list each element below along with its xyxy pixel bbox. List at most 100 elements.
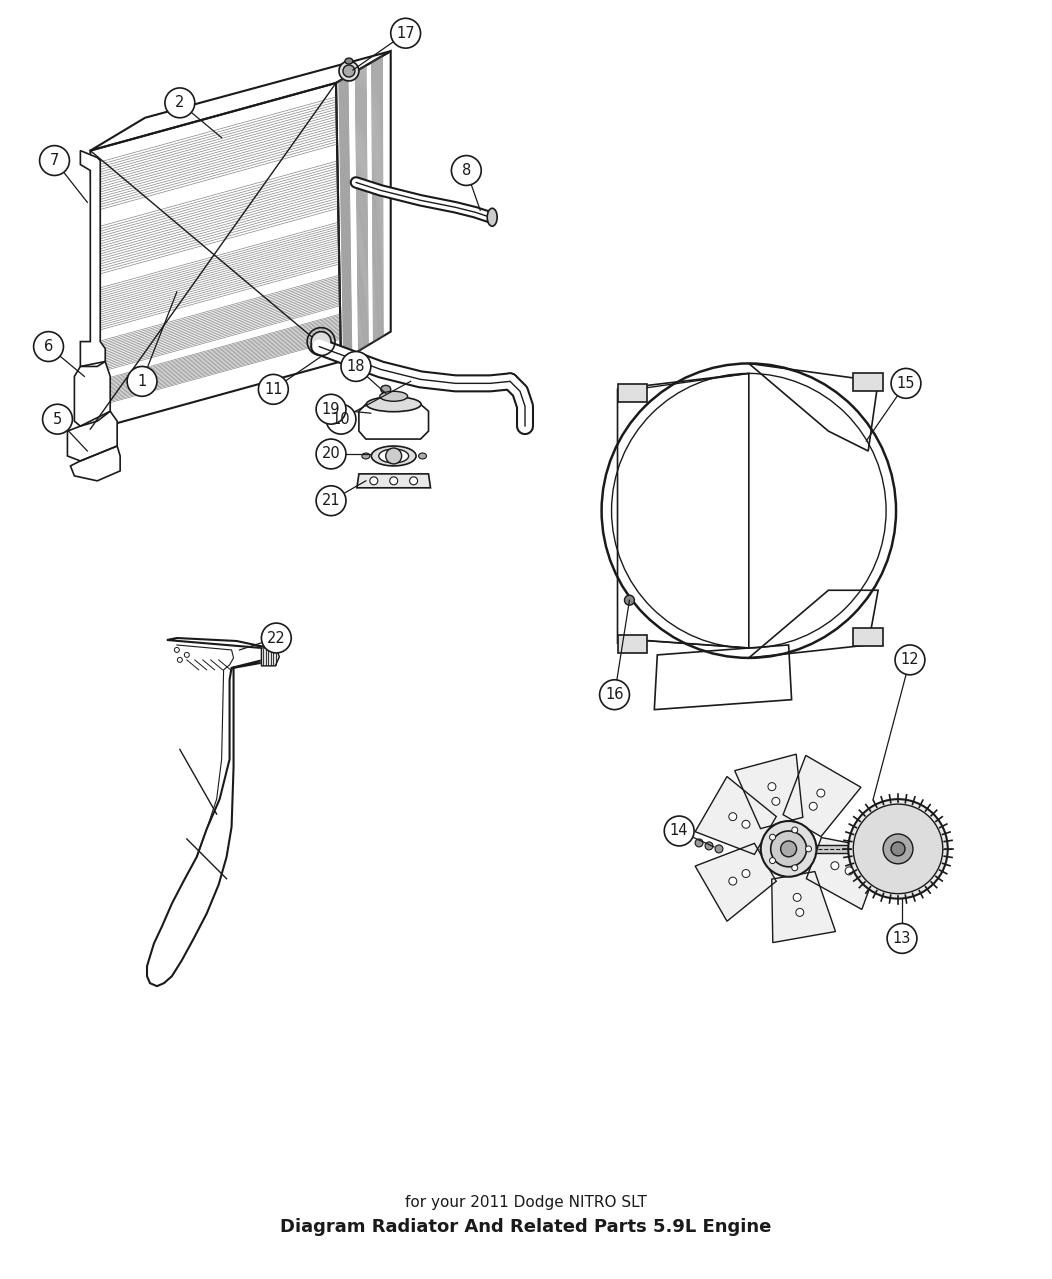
Circle shape xyxy=(326,404,356,434)
Circle shape xyxy=(316,394,346,425)
Circle shape xyxy=(895,645,925,675)
Text: 18: 18 xyxy=(347,359,365,373)
Circle shape xyxy=(184,652,189,657)
Polygon shape xyxy=(783,756,861,836)
Circle shape xyxy=(853,804,943,894)
Circle shape xyxy=(795,908,804,916)
Polygon shape xyxy=(695,843,776,921)
Circle shape xyxy=(339,61,359,81)
Circle shape xyxy=(816,789,825,797)
Text: 22: 22 xyxy=(267,631,286,646)
FancyBboxPatch shape xyxy=(853,628,883,646)
Circle shape xyxy=(165,88,195,118)
Circle shape xyxy=(259,375,288,404)
Circle shape xyxy=(705,842,713,849)
Circle shape xyxy=(34,331,63,362)
FancyBboxPatch shape xyxy=(618,636,647,652)
Circle shape xyxy=(40,146,69,175)
Ellipse shape xyxy=(366,396,421,412)
Circle shape xyxy=(771,831,807,867)
Circle shape xyxy=(742,870,750,877)
Circle shape xyxy=(781,840,796,857)
Circle shape xyxy=(390,18,421,49)
Circle shape xyxy=(316,486,346,515)
Text: 11: 11 xyxy=(264,382,283,396)
Polygon shape xyxy=(336,51,390,362)
Polygon shape xyxy=(654,645,791,710)
Circle shape xyxy=(664,816,694,845)
Polygon shape xyxy=(147,638,271,986)
Polygon shape xyxy=(357,475,430,487)
Circle shape xyxy=(386,448,402,464)
Circle shape xyxy=(409,477,418,485)
Text: 5: 5 xyxy=(53,412,62,427)
Circle shape xyxy=(769,858,775,863)
Circle shape xyxy=(793,894,802,902)
Text: 2: 2 xyxy=(175,96,184,110)
Circle shape xyxy=(891,368,920,398)
Circle shape xyxy=(761,821,816,876)
Circle shape xyxy=(261,623,291,652)
Circle shape xyxy=(625,595,634,605)
Polygon shape xyxy=(618,373,749,648)
Circle shape xyxy=(695,839,703,847)
Circle shape xyxy=(831,862,838,870)
Circle shape xyxy=(772,797,780,806)
Text: for your 2011 Dodge NITRO SLT: for your 2011 Dodge NITRO SLT xyxy=(405,1195,647,1210)
Ellipse shape xyxy=(382,390,389,403)
Circle shape xyxy=(809,802,817,810)
Text: 20: 20 xyxy=(322,446,341,462)
Polygon shape xyxy=(807,838,884,909)
Text: 1: 1 xyxy=(138,373,146,389)
Circle shape xyxy=(311,331,331,352)
Text: 7: 7 xyxy=(49,153,59,168)
Circle shape xyxy=(42,404,73,434)
Circle shape xyxy=(845,867,853,875)
Polygon shape xyxy=(90,51,390,151)
Circle shape xyxy=(729,877,736,885)
Polygon shape xyxy=(749,363,878,451)
Circle shape xyxy=(175,647,179,652)
Text: 21: 21 xyxy=(322,494,341,508)
Circle shape xyxy=(715,845,723,853)
Circle shape xyxy=(887,923,917,953)
Text: 17: 17 xyxy=(397,26,414,41)
Circle shape xyxy=(769,834,775,840)
Polygon shape xyxy=(261,648,280,666)
Circle shape xyxy=(316,439,346,469)
Text: 13: 13 xyxy=(893,931,911,946)
Circle shape xyxy=(848,799,948,899)
FancyBboxPatch shape xyxy=(618,385,647,403)
Polygon shape xyxy=(695,776,776,854)
Polygon shape xyxy=(772,871,835,943)
Circle shape xyxy=(792,828,797,833)
Circle shape xyxy=(792,865,797,871)
Polygon shape xyxy=(749,591,878,657)
Circle shape xyxy=(768,783,776,790)
Text: 14: 14 xyxy=(670,824,688,839)
Polygon shape xyxy=(80,151,105,367)
Circle shape xyxy=(343,65,355,77)
Polygon shape xyxy=(90,83,341,430)
Circle shape xyxy=(178,657,182,663)
Text: 16: 16 xyxy=(605,687,624,702)
Ellipse shape xyxy=(379,449,408,463)
Text: 10: 10 xyxy=(331,412,350,427)
Ellipse shape xyxy=(380,391,407,402)
Circle shape xyxy=(370,477,378,485)
Ellipse shape xyxy=(362,453,370,459)
Circle shape xyxy=(883,834,913,863)
Ellipse shape xyxy=(371,446,417,466)
Polygon shape xyxy=(67,412,117,460)
Circle shape xyxy=(891,842,905,856)
Text: 8: 8 xyxy=(462,162,471,178)
FancyBboxPatch shape xyxy=(853,373,883,391)
Circle shape xyxy=(729,812,736,821)
Circle shape xyxy=(806,845,811,852)
Text: Diagram Radiator And Related Parts 5.9L Engine: Diagram Radiator And Related Parts 5.9L … xyxy=(280,1218,772,1236)
Circle shape xyxy=(389,477,398,485)
Ellipse shape xyxy=(381,385,390,394)
Polygon shape xyxy=(734,755,803,829)
Polygon shape xyxy=(359,404,428,439)
Circle shape xyxy=(341,352,370,381)
